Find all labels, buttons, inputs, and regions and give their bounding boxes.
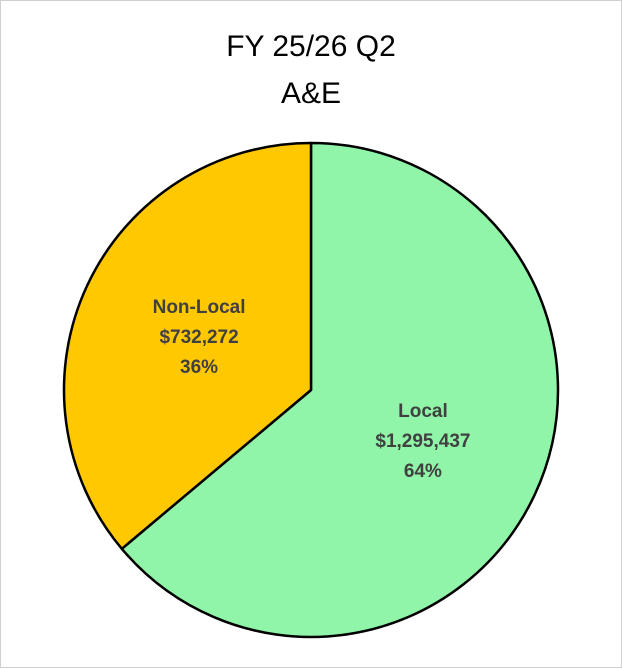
chart-title: FY 25/26 Q2 (226, 30, 396, 63)
data-label-value: $1,295,437 (375, 431, 470, 452)
pie-slice (62, 141, 313, 551)
data-label-percent: 64% (404, 461, 442, 482)
data-label-name: Non-Local (153, 297, 246, 318)
data-label-percent: 36% (180, 357, 218, 378)
data-label-name: Local (398, 401, 448, 422)
chart-subtitle: A&E (281, 77, 341, 110)
data-label-value: $732,272 (159, 327, 238, 348)
pie-slice (120, 141, 560, 639)
